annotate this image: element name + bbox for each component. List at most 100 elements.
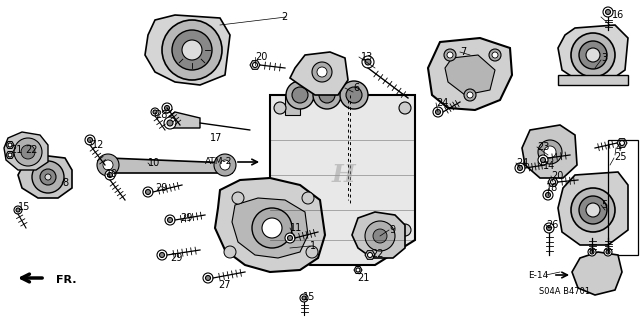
Text: 20: 20 <box>551 171 563 181</box>
Circle shape <box>538 155 548 165</box>
Text: 2: 2 <box>281 12 287 22</box>
Text: 29: 29 <box>170 253 182 263</box>
Circle shape <box>45 174 51 180</box>
Text: 19: 19 <box>106 169 118 179</box>
Circle shape <box>14 138 42 166</box>
Circle shape <box>373 229 387 243</box>
Text: 20: 20 <box>255 52 268 62</box>
Polygon shape <box>365 251 375 259</box>
Polygon shape <box>572 252 622 295</box>
Circle shape <box>447 52 453 58</box>
Circle shape <box>620 140 625 145</box>
Circle shape <box>605 10 611 14</box>
Circle shape <box>319 87 335 103</box>
Circle shape <box>365 59 371 65</box>
Text: FR.: FR. <box>56 275 77 285</box>
Text: 22: 22 <box>371 249 383 259</box>
Circle shape <box>302 296 306 300</box>
Text: 11: 11 <box>290 223 302 233</box>
Circle shape <box>162 103 172 113</box>
Text: S04A B4701: S04A B4701 <box>540 286 591 295</box>
Circle shape <box>253 63 257 68</box>
Circle shape <box>151 108 159 116</box>
Circle shape <box>32 161 64 193</box>
Polygon shape <box>617 139 627 147</box>
Polygon shape <box>305 80 345 100</box>
Circle shape <box>362 56 374 68</box>
Polygon shape <box>558 75 628 85</box>
Text: 15: 15 <box>18 202 30 212</box>
Circle shape <box>367 253 372 257</box>
Polygon shape <box>6 142 14 148</box>
Circle shape <box>157 250 167 260</box>
Circle shape <box>40 169 56 185</box>
Polygon shape <box>6 152 14 159</box>
Circle shape <box>306 246 318 258</box>
Circle shape <box>214 154 236 176</box>
Circle shape <box>172 30 212 70</box>
Text: E-14: E-14 <box>528 271 548 279</box>
Circle shape <box>252 208 292 248</box>
Circle shape <box>145 189 150 195</box>
Circle shape <box>492 52 498 58</box>
Text: 3: 3 <box>601 53 607 63</box>
Polygon shape <box>100 158 232 173</box>
Circle shape <box>588 248 596 256</box>
Circle shape <box>313 81 341 109</box>
Text: 18: 18 <box>546 183 558 193</box>
Circle shape <box>300 294 308 302</box>
Circle shape <box>590 250 594 254</box>
Circle shape <box>515 163 525 173</box>
Polygon shape <box>18 155 72 198</box>
Text: 16: 16 <box>612 10 624 20</box>
Circle shape <box>399 224 411 236</box>
Circle shape <box>547 226 552 231</box>
Polygon shape <box>445 55 495 95</box>
Circle shape <box>8 143 12 147</box>
Circle shape <box>286 81 314 109</box>
Circle shape <box>544 146 556 158</box>
Circle shape <box>312 62 332 82</box>
Circle shape <box>97 154 119 176</box>
Circle shape <box>143 187 153 197</box>
Circle shape <box>285 233 295 243</box>
Circle shape <box>543 190 553 200</box>
Circle shape <box>399 102 411 114</box>
Circle shape <box>164 106 170 110</box>
Circle shape <box>606 250 610 254</box>
Circle shape <box>14 206 22 214</box>
Polygon shape <box>215 178 325 272</box>
Text: 24: 24 <box>516 158 529 168</box>
Text: 13: 13 <box>361 52 373 62</box>
Text: 28: 28 <box>155 110 168 120</box>
Polygon shape <box>232 198 308 258</box>
Circle shape <box>16 208 20 212</box>
Text: 8: 8 <box>62 178 68 188</box>
Polygon shape <box>290 52 348 95</box>
Text: 17: 17 <box>210 133 222 143</box>
Circle shape <box>108 173 113 177</box>
Circle shape <box>220 160 230 170</box>
Circle shape <box>203 273 213 283</box>
Text: 24: 24 <box>436 98 449 108</box>
Circle shape <box>544 223 554 233</box>
Text: 4: 4 <box>616 143 622 153</box>
Polygon shape <box>250 61 260 69</box>
Circle shape <box>103 160 113 170</box>
Polygon shape <box>548 178 558 186</box>
Circle shape <box>21 145 35 159</box>
Circle shape <box>88 137 93 143</box>
Circle shape <box>340 81 368 109</box>
Circle shape <box>164 117 176 129</box>
Circle shape <box>262 218 282 238</box>
Circle shape <box>545 192 550 197</box>
Polygon shape <box>145 15 230 85</box>
Circle shape <box>224 246 236 258</box>
Circle shape <box>604 248 612 256</box>
Text: 23: 23 <box>537 142 549 152</box>
Circle shape <box>168 218 173 222</box>
Circle shape <box>603 7 613 17</box>
Circle shape <box>182 40 202 60</box>
Circle shape <box>586 48 600 62</box>
Circle shape <box>518 166 522 170</box>
